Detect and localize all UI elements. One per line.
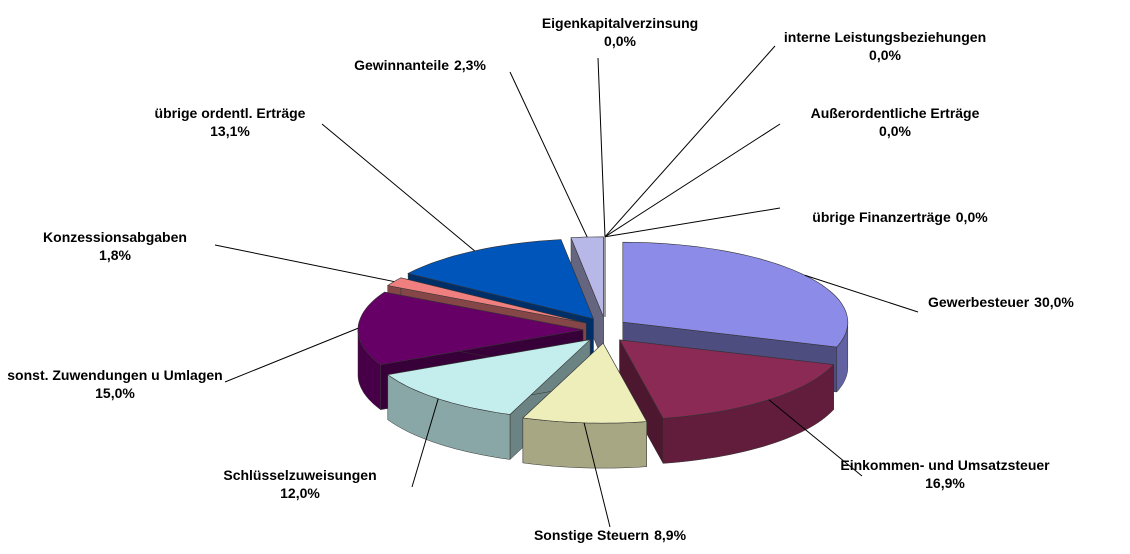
data-label: Konzessionsabgaben 1,8% (43, 229, 187, 263)
leader-line (604, 207, 781, 238)
leader-line (604, 123, 781, 238)
label-value: 2,3% (454, 57, 486, 73)
data-label: sonst. Zuwendungen u Umlagen 15,0% (7, 367, 222, 401)
label-name: Konzessionsabgaben (43, 229, 187, 245)
data-label: übrige Finanzerträge 0,0% (812, 209, 988, 225)
data-label: übrige ordentl. Erträge 13,1% (155, 105, 306, 139)
leader-line (597, 57, 606, 237)
leader-line (604, 45, 776, 238)
label-value: 15,0% (95, 385, 135, 401)
data-label: Außerordentliche Erträge 0,0% (811, 105, 980, 139)
label-value: 0,0% (869, 47, 901, 63)
leader-line (411, 398, 439, 488)
label-name: Einkommen- und Umsatzsteuer (840, 457, 1050, 473)
label-value: 0,0% (956, 209, 988, 225)
label-name: Eigenkapitalverzinsung (542, 15, 698, 31)
label-name: Schlüsselzuweisungen (223, 467, 376, 483)
data-label: Schlüsselzuweisungen 12,0% (223, 467, 376, 501)
slice (407, 239, 594, 320)
data-label: interne Leistungsbeziehungen 0,0% (784, 29, 986, 63)
data-label: Einkommen- und Umsatzsteuer 16,9% (840, 457, 1050, 491)
label-value: 16,9% (925, 475, 965, 491)
slice (386, 277, 587, 324)
label-name: übrige ordentl. Erträge (155, 105, 306, 121)
slice (622, 241, 849, 348)
leader-line (214, 244, 395, 283)
label-value: 30,0% (1034, 294, 1074, 310)
slice (357, 291, 584, 366)
leader-line (321, 123, 475, 252)
data-label: Sonstige Steuern 8,9% (534, 527, 687, 543)
pie-tops (357, 236, 849, 424)
label-value: 0,0% (879, 123, 911, 139)
slice (522, 342, 648, 424)
leader-line (509, 71, 588, 238)
slice (387, 339, 592, 415)
slice (619, 339, 835, 419)
leader-line (583, 422, 611, 528)
data-label: Eigenkapitalverzinsung 0,0% (542, 15, 698, 49)
data-label: Gewinnanteile 2,3% (354, 57, 486, 73)
leader-line (768, 399, 863, 477)
label-value: 1,8% (99, 247, 131, 263)
label-value: 13,1% (210, 123, 250, 139)
label-name: Außerordentliche Erträge (811, 105, 980, 121)
leader-line (224, 327, 359, 383)
label-name: interne Leistungsbeziehungen (784, 29, 986, 45)
label-value: 0,0% (604, 33, 636, 49)
label-value: 8,9% (654, 527, 686, 543)
label-name: übrige Finanzerträge (812, 209, 951, 225)
label-name: Gewerbesteuer (928, 294, 1030, 310)
leader-line (804, 274, 919, 313)
label-name: Gewinnanteile (354, 57, 449, 73)
label-name: sonst. Zuwendungen u Umlagen (7, 367, 222, 383)
label-value: 12,0% (280, 485, 320, 501)
data-label: Gewerbesteuer 30,0% (928, 294, 1074, 310)
label-name: Sonstige Steuern (534, 527, 649, 543)
